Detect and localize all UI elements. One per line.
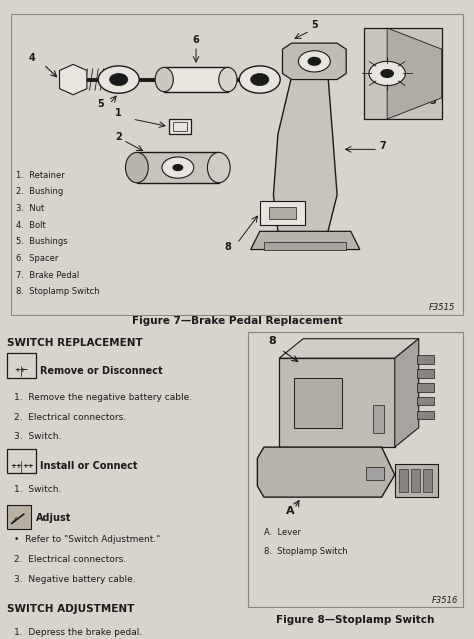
Polygon shape <box>257 447 395 497</box>
Text: 2.  Electrical connectors.: 2. Electrical connectors. <box>14 413 127 422</box>
Circle shape <box>98 66 139 93</box>
Polygon shape <box>395 464 438 497</box>
Text: 6: 6 <box>192 35 200 45</box>
Text: 3.  Switch.: 3. Switch. <box>14 432 62 442</box>
Text: 5.  Bushings: 5. Bushings <box>16 238 68 247</box>
Text: 2: 2 <box>115 132 122 142</box>
Polygon shape <box>387 28 442 119</box>
Bar <box>411 469 420 491</box>
Text: 3.  Negative battery cable.: 3. Negative battery cable. <box>14 575 136 584</box>
Bar <box>423 469 432 491</box>
Text: F3515: F3515 <box>429 304 456 312</box>
Text: ++: ++ <box>10 463 22 468</box>
Polygon shape <box>60 65 87 95</box>
Circle shape <box>251 73 269 86</box>
Text: A.  Lever: A. Lever <box>264 528 301 537</box>
Circle shape <box>162 157 194 178</box>
Polygon shape <box>283 43 346 79</box>
Bar <box>269 207 296 219</box>
Bar <box>7 449 36 473</box>
Bar <box>399 469 408 491</box>
Polygon shape <box>395 339 419 447</box>
Bar <box>260 201 305 226</box>
Text: 1.  Retainer: 1. Retainer <box>16 171 65 180</box>
Text: SWITCH ADJUSTMENT: SWITCH ADJUSTMENT <box>7 604 135 614</box>
Polygon shape <box>273 77 337 240</box>
Text: Figure 8—Stoplamp Switch: Figure 8—Stoplamp Switch <box>276 615 435 625</box>
Text: 4.  Bolt: 4. Bolt <box>16 220 46 229</box>
Ellipse shape <box>219 67 237 91</box>
Polygon shape <box>251 231 360 249</box>
Bar <box>7 353 36 378</box>
Text: SWITCH REPLACEMENT: SWITCH REPLACEMENT <box>7 338 143 348</box>
Text: 1.  Remove the negative battery cable.: 1. Remove the negative battery cable. <box>14 393 192 402</box>
Text: --: -- <box>23 367 28 373</box>
Bar <box>164 67 228 91</box>
Text: 8: 8 <box>225 242 231 252</box>
Text: 5: 5 <box>97 99 104 109</box>
Bar <box>417 355 434 364</box>
Text: 1: 1 <box>115 108 122 118</box>
Bar <box>173 122 187 131</box>
Text: 8.  Stoplamp Switch: 8. Stoplamp Switch <box>264 547 347 556</box>
Circle shape <box>239 66 280 93</box>
Bar <box>373 405 384 433</box>
Circle shape <box>369 61 405 86</box>
Text: 3.  Nut: 3. Nut <box>16 204 45 213</box>
Polygon shape <box>279 358 395 447</box>
Polygon shape <box>279 339 419 358</box>
Text: 8.  Stoplamp Switch: 8. Stoplamp Switch <box>16 288 100 296</box>
Bar <box>417 397 434 405</box>
Ellipse shape <box>126 152 148 183</box>
Bar <box>7 505 31 529</box>
Bar <box>169 119 191 134</box>
Text: 1.  Switch.: 1. Switch. <box>14 486 62 495</box>
Text: 1.  Depress the brake pedal.: 1. Depress the brake pedal. <box>14 628 143 637</box>
Text: 5: 5 <box>311 20 318 30</box>
Text: 7.  Brake Pedal: 7. Brake Pedal <box>16 271 80 280</box>
Bar <box>294 378 342 427</box>
Text: Install or Connect: Install or Connect <box>40 461 138 471</box>
Text: 8: 8 <box>268 336 276 346</box>
Ellipse shape <box>155 67 173 91</box>
Circle shape <box>299 50 330 72</box>
Text: Adjust: Adjust <box>36 512 71 523</box>
Text: 7: 7 <box>379 141 386 151</box>
Text: ++: ++ <box>23 463 34 468</box>
Text: 3: 3 <box>429 96 436 106</box>
Circle shape <box>109 73 128 86</box>
Text: A: A <box>286 506 294 516</box>
Bar <box>417 383 434 392</box>
Text: F3516: F3516 <box>432 596 458 604</box>
Text: •  Refer to "Switch Adjustment.": • Refer to "Switch Adjustment." <box>14 535 161 544</box>
Circle shape <box>380 69 394 78</box>
Bar <box>417 369 434 378</box>
Polygon shape <box>365 28 442 119</box>
Bar <box>264 242 346 249</box>
Text: Remove or Disconnect: Remove or Disconnect <box>40 366 163 376</box>
Text: 2.  Bushing: 2. Bushing <box>16 187 64 196</box>
Circle shape <box>173 164 183 171</box>
Text: 2.  Electrical connectors.: 2. Electrical connectors. <box>14 555 127 564</box>
Text: 6.  Spacer: 6. Spacer <box>16 254 59 263</box>
Circle shape <box>308 57 321 66</box>
Bar <box>137 152 219 183</box>
Text: ++: ++ <box>14 367 26 373</box>
Bar <box>366 466 384 481</box>
Text: 4: 4 <box>29 53 36 63</box>
Bar <box>417 411 434 419</box>
Ellipse shape <box>208 152 230 183</box>
Text: Figure 7—Brake Pedal Replacement: Figure 7—Brake Pedal Replacement <box>132 316 342 326</box>
